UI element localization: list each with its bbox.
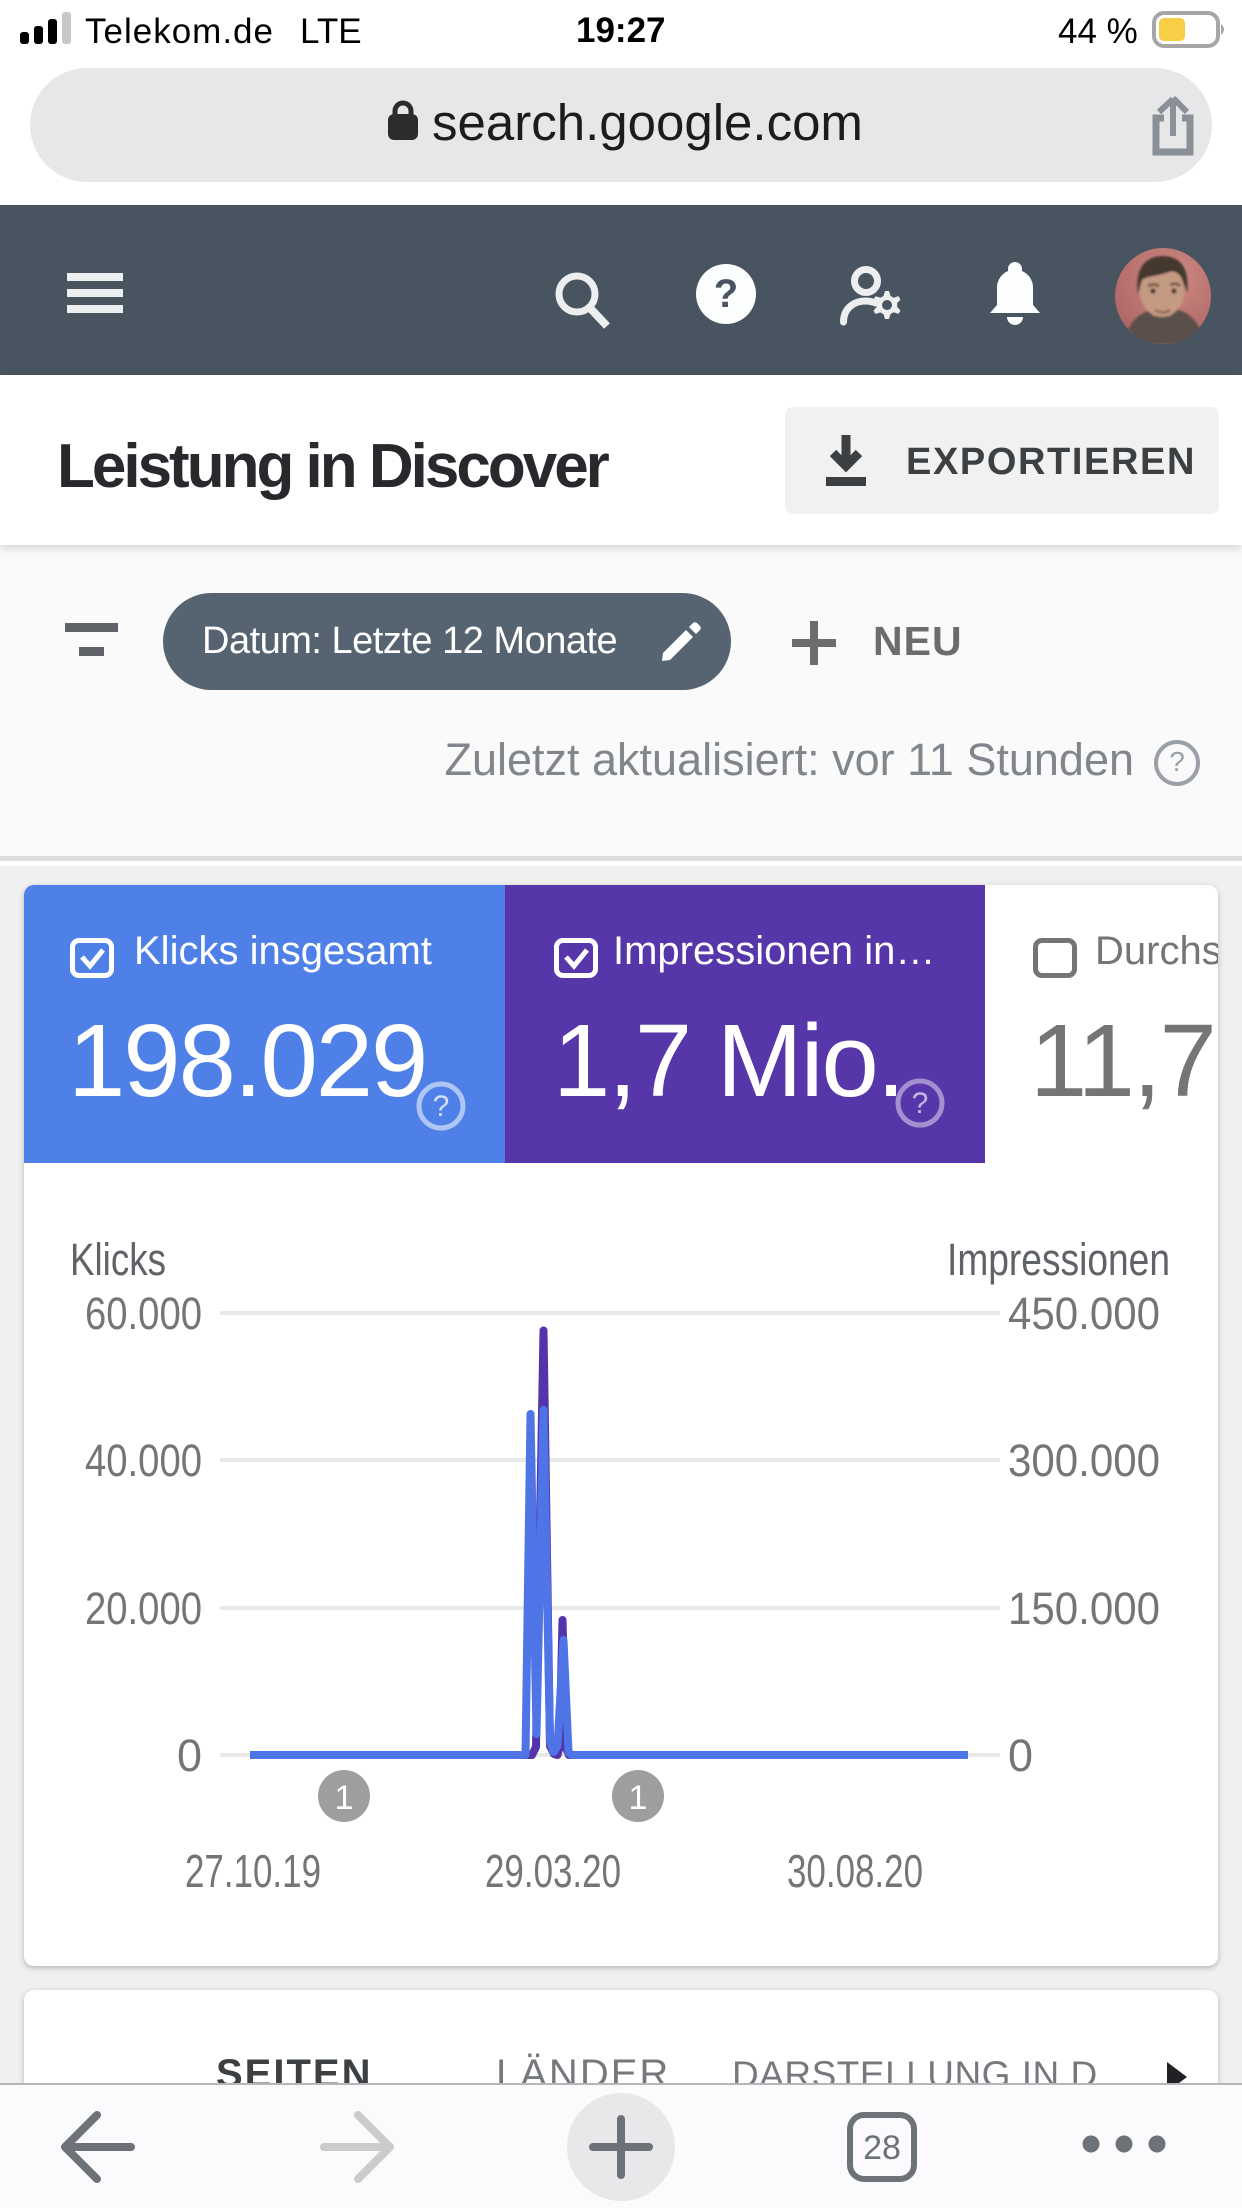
svg-text:150.000: 150.000	[1008, 1583, 1160, 1634]
svg-text:40.000: 40.000	[85, 1435, 202, 1486]
svg-text:Impressionen: Impressionen	[947, 1234, 1170, 1285]
svg-text:20.000: 20.000	[85, 1583, 202, 1634]
svg-text:450.000: 450.000	[1008, 1288, 1160, 1339]
svg-text:1: 1	[629, 1779, 648, 1817]
svg-text:Klicks: Klicks	[70, 1234, 166, 1285]
svg-text:29.03.20: 29.03.20	[485, 1845, 621, 1897]
svg-text:60.000: 60.000	[85, 1288, 202, 1339]
svg-text:0: 0	[1008, 1730, 1033, 1781]
svg-text:?: ?	[433, 1090, 450, 1123]
svg-text:30.08.20: 30.08.20	[787, 1845, 923, 1897]
svg-text:?: ?	[714, 272, 738, 316]
svg-text:?: ?	[1169, 746, 1185, 777]
svg-text:300.000: 300.000	[1008, 1435, 1160, 1486]
svg-text:1: 1	[335, 1779, 354, 1817]
svg-text:27.10.19: 27.10.19	[185, 1845, 321, 1897]
svg-text:?: ?	[912, 1087, 929, 1120]
svg-text:0: 0	[177, 1730, 202, 1781]
